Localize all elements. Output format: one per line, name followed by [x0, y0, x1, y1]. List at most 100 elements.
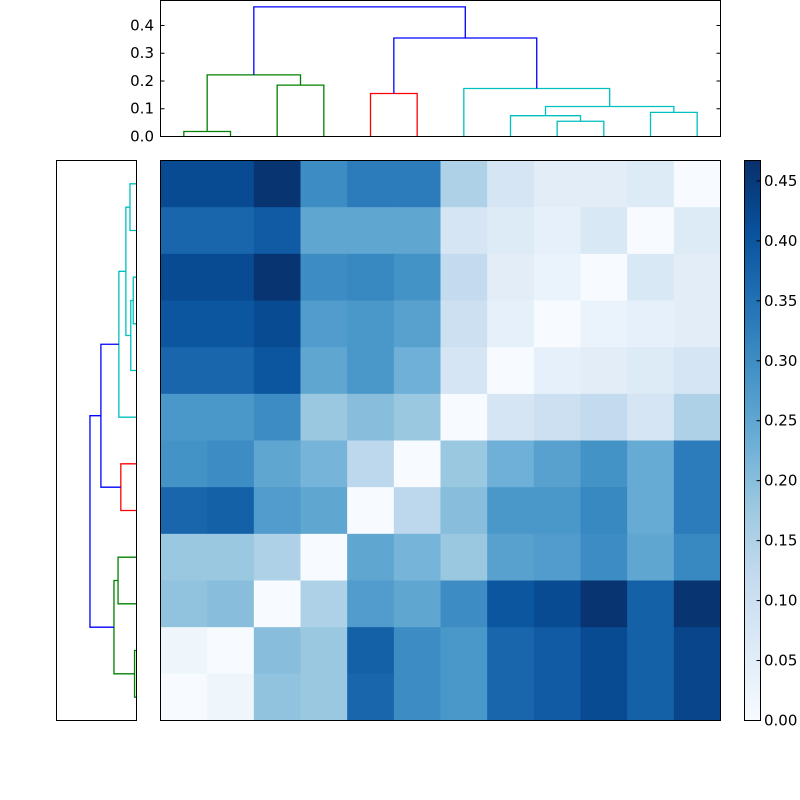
heatmap-cell [207, 160, 255, 208]
heatmap-cell [160, 627, 208, 675]
colorbar-tick-label: 0.05 [764, 652, 797, 670]
heatmap-cell [440, 300, 488, 348]
heatmap-cell [440, 440, 488, 488]
top-dendrogram-frame [160, 0, 721, 137]
heatmap-cell [300, 533, 348, 581]
heatmap-cell [533, 673, 581, 721]
heatmap-cell [207, 207, 255, 255]
heatmap-cell [627, 533, 675, 581]
heatmap-cell [673, 253, 721, 301]
heatmap-cell [673, 300, 721, 348]
heatmap-cell [487, 487, 535, 535]
heatmap-cell [673, 393, 721, 441]
heatmap-cell [627, 673, 675, 721]
heatmap-cell [393, 207, 441, 255]
heatmap-cell [253, 673, 301, 721]
heatmap-cell [487, 673, 535, 721]
dendrogram-link [393, 37, 538, 94]
heatmap-cell [207, 393, 255, 441]
colorbar-tick-label: 0.45 [764, 172, 797, 190]
heatmap-cell [253, 487, 301, 535]
y-tick-label: 0.1 [130, 100, 154, 118]
heatmap-cell [440, 160, 488, 208]
dendrogram-link [649, 111, 698, 137]
left-dendrogram [89, 183, 137, 698]
heatmap-cell [253, 440, 301, 488]
dendrogram-link [253, 6, 466, 75]
heatmap-cell [160, 580, 208, 628]
heatmap-cell [393, 627, 441, 675]
dendrogram-link [463, 87, 611, 137]
heatmap-cell [580, 160, 628, 208]
heatmap-cell [393, 253, 441, 301]
dendrogram-link [509, 115, 582, 137]
heatmap-frame [160, 160, 721, 721]
heatmap-cell [673, 160, 721, 208]
heatmap-cell [160, 393, 208, 441]
heatmap-cell [347, 440, 395, 488]
colorbar-tick-label: 0.00 [764, 712, 797, 730]
heatmap-cell [440, 207, 488, 255]
heatmap-cell [627, 253, 675, 301]
dendrogram-link [276, 84, 325, 137]
dendrogram-link [133, 649, 137, 698]
heatmap-cell [533, 253, 581, 301]
heatmap-cell [393, 300, 441, 348]
dendrogram-link [125, 206, 131, 337]
heatmap-cell [627, 580, 675, 628]
heatmap-cell [487, 347, 535, 395]
heatmap-cell [160, 533, 208, 581]
heatmap-cell [347, 160, 395, 208]
heatmap-cell [440, 673, 488, 721]
heatmap-cell [300, 487, 348, 535]
heatmap-cell [347, 300, 395, 348]
heatmap-cell [300, 207, 348, 255]
heatmap-cell [347, 207, 395, 255]
heatmap-cell [393, 393, 441, 441]
heatmap-cell [580, 533, 628, 581]
heatmap-cell [533, 533, 581, 581]
heatmap-cell [253, 253, 301, 301]
heatmap-cell [487, 207, 535, 255]
dendrogram-link [556, 120, 605, 137]
heatmap-cell [160, 253, 208, 301]
heatmap-cell [627, 440, 675, 488]
y-tick-label: 0.2 [130, 72, 154, 90]
heatmap-cell [580, 487, 628, 535]
heatmap-cell [627, 487, 675, 535]
heatmap-matrix [160, 160, 721, 721]
dendrogram-link [113, 579, 135, 675]
dendrogram-link [206, 74, 302, 132]
heatmap-cell [207, 487, 255, 535]
heatmap-cell [160, 673, 208, 721]
top-dendrogram [183, 6, 698, 137]
heatmap-cell [673, 347, 721, 395]
heatmap-cell [160, 160, 208, 208]
heatmap-cell [533, 347, 581, 395]
heatmap-cell [580, 440, 628, 488]
heatmap-cell [160, 347, 208, 395]
heatmap-cell [300, 440, 348, 488]
heatmap-cell [627, 300, 675, 348]
heatmap-cell [440, 253, 488, 301]
heatmap-cell [440, 580, 488, 628]
heatmap-cell [347, 253, 395, 301]
heatmap-cell [347, 673, 395, 721]
dendrogram-link [369, 92, 418, 137]
y-tick-label: 0.3 [130, 44, 154, 62]
dendrogram-link [183, 130, 232, 137]
heatmap-cell [393, 673, 441, 721]
heatmap-cell [673, 627, 721, 675]
heatmap-cell [207, 533, 255, 581]
colorbar-tick-label: 0.30 [764, 352, 797, 370]
left-dendrogram-frame [56, 160, 137, 721]
heatmap-cell [580, 347, 628, 395]
dendrogram-link [544, 105, 675, 116]
heatmap-cell [673, 673, 721, 721]
heatmap-cell [160, 487, 208, 535]
heatmap-cell [393, 533, 441, 581]
heatmap-cell [393, 487, 441, 535]
heatmap-cell [533, 487, 581, 535]
heatmap-cell [440, 533, 488, 581]
